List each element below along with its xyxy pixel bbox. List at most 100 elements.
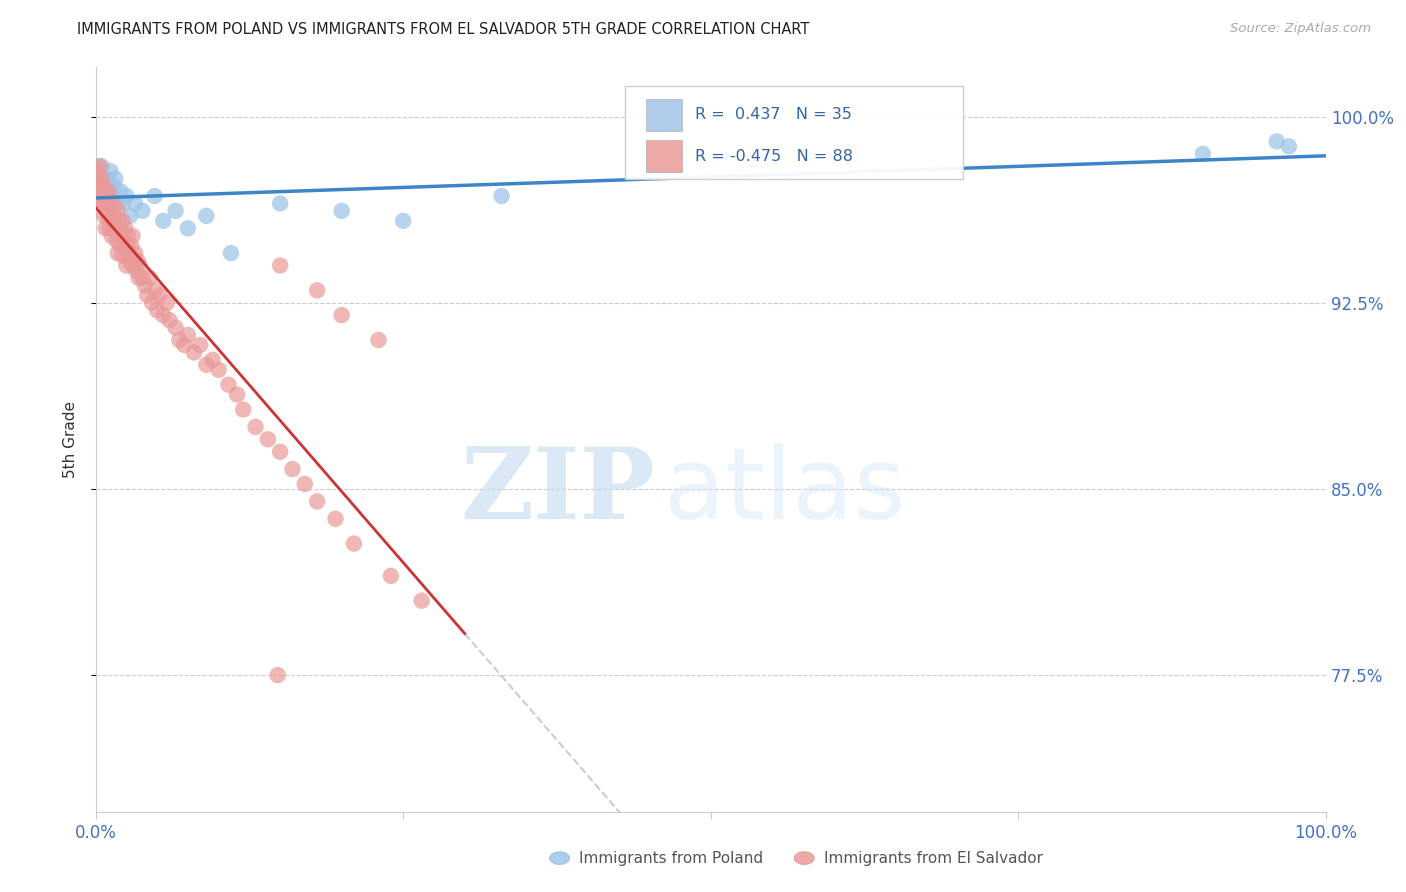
- Point: [104, 214, 127, 228]
- Point: [307, 283, 329, 297]
- Y-axis label: 5th Grade: 5th Grade: [62, 401, 77, 478]
- Text: Immigrants from El Salvador: Immigrants from El Salvador: [824, 851, 1043, 865]
- Point: [90, 171, 112, 186]
- Point: [89, 171, 111, 186]
- Point: [98, 214, 122, 228]
- Point: [143, 283, 166, 297]
- Point: [195, 358, 218, 372]
- Point: [208, 363, 231, 377]
- Point: [103, 209, 125, 223]
- Point: [91, 196, 114, 211]
- Point: [98, 189, 121, 203]
- Point: [269, 196, 291, 211]
- Point: [107, 203, 129, 218]
- Point: [134, 278, 156, 293]
- Point: [245, 420, 267, 434]
- Point: [87, 184, 110, 198]
- Point: [111, 196, 134, 211]
- Point: [152, 308, 174, 322]
- Point: [110, 184, 132, 198]
- Point: [325, 512, 347, 526]
- Point: [118, 246, 141, 260]
- Point: [98, 164, 122, 178]
- Point: [90, 179, 112, 194]
- Point: [110, 238, 132, 252]
- Point: [107, 196, 129, 211]
- Point: [201, 352, 224, 367]
- Point: [117, 228, 139, 243]
- Point: [105, 234, 128, 248]
- Point: [121, 228, 143, 243]
- Point: [330, 308, 353, 322]
- Point: [124, 196, 146, 211]
- Point: [107, 246, 129, 260]
- Point: [177, 328, 200, 343]
- Point: [392, 214, 415, 228]
- Point: [93, 179, 115, 194]
- Point: [159, 313, 181, 327]
- Point: [146, 303, 169, 318]
- Point: [108, 214, 131, 228]
- Point: [128, 271, 150, 285]
- Point: [226, 387, 249, 401]
- Point: [131, 271, 153, 285]
- Point: [115, 259, 138, 273]
- Point: [90, 179, 112, 194]
- Text: Immigrants from Poland: Immigrants from Poland: [579, 851, 763, 865]
- Point: [156, 295, 179, 310]
- Point: [125, 263, 148, 277]
- Point: [141, 295, 163, 310]
- Point: [120, 209, 141, 223]
- Point: [103, 221, 125, 235]
- Point: [87, 164, 110, 178]
- Point: [269, 444, 291, 458]
- Point: [96, 171, 118, 186]
- Point: [96, 196, 118, 211]
- Point: [100, 189, 122, 203]
- FancyBboxPatch shape: [624, 86, 963, 178]
- Point: [294, 477, 316, 491]
- Point: [188, 338, 211, 352]
- Point: [93, 184, 115, 198]
- Text: Source: ZipAtlas.com: Source: ZipAtlas.com: [1230, 22, 1371, 36]
- Point: [169, 333, 191, 347]
- Point: [97, 184, 120, 198]
- Point: [86, 159, 108, 173]
- Bar: [645, 140, 682, 172]
- Point: [98, 196, 122, 211]
- Point: [165, 320, 187, 334]
- Text: R = -0.475   N = 88: R = -0.475 N = 88: [695, 149, 853, 163]
- Point: [367, 333, 389, 347]
- Point: [98, 221, 121, 235]
- Point: [121, 259, 143, 273]
- Bar: [645, 98, 682, 131]
- Point: [143, 189, 166, 203]
- Point: [103, 179, 125, 194]
- Point: [330, 203, 353, 218]
- Point: [257, 433, 280, 447]
- Point: [91, 179, 114, 194]
- Point: [86, 164, 108, 178]
- Text: R =  0.437   N = 35: R = 0.437 N = 35: [695, 107, 852, 122]
- Point: [149, 288, 172, 302]
- Point: [343, 536, 366, 550]
- Text: ZIP: ZIP: [461, 443, 655, 540]
- Point: [100, 209, 122, 223]
- Point: [232, 402, 254, 417]
- Point: [219, 246, 242, 260]
- Point: [131, 203, 153, 218]
- Point: [491, 189, 513, 203]
- Point: [307, 494, 329, 508]
- Point: [267, 668, 290, 682]
- Point: [104, 171, 127, 186]
- Point: [100, 228, 122, 243]
- Point: [115, 238, 138, 252]
- Point: [124, 246, 146, 260]
- Point: [269, 259, 291, 273]
- Point: [110, 228, 132, 243]
- Text: IMMIGRANTS FROM POLAND VS IMMIGRANTS FROM EL SALVADOR 5TH GRADE CORRELATION CHAR: IMMIGRANTS FROM POLAND VS IMMIGRANTS FRO…: [77, 22, 810, 37]
- Point: [177, 221, 200, 235]
- Point: [111, 249, 134, 263]
- Point: [183, 345, 205, 359]
- Point: [152, 214, 174, 228]
